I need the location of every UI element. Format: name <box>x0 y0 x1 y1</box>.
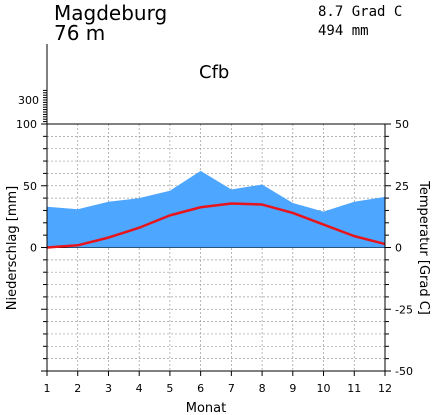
climate-class: Cfb <box>199 62 229 83</box>
x-tick-label: 1 <box>44 382 51 395</box>
right-tick-label: 50 <box>395 118 409 131</box>
left-axis-title: Niederschlag [mm] <box>5 186 20 311</box>
x-tick-label: 2 <box>74 382 81 395</box>
x-tick-label: 10 <box>317 382 331 395</box>
right-tick-label: 25 <box>395 180 409 193</box>
x-tick-label: 8 <box>259 382 266 395</box>
precipitation-area <box>47 170 385 248</box>
x-tick-label: 6 <box>197 382 204 395</box>
mean-temperature: 8.7 Grad C <box>318 4 402 20</box>
station-elevation: 76 m <box>54 21 105 45</box>
right-tick-label: -50 <box>395 365 413 378</box>
x-tick-label: 5 <box>166 382 173 395</box>
station-name: Magdeburg <box>54 1 167 25</box>
x-tick-label: 9 <box>289 382 296 395</box>
x-tick-label: 7 <box>228 382 235 395</box>
temperature-line <box>46 202 386 249</box>
x-tick-label: 4 <box>136 382 143 395</box>
left-tick-label: 0 <box>30 242 37 255</box>
right-axis-title: Temperatur [Grad C] <box>416 180 431 315</box>
right-tick-label: 0 <box>395 242 402 255</box>
upper-precip-axis: 300 <box>18 44 48 125</box>
x-axis: 1 2 3 4 5 6 7 8 9 10 11 12 <box>44 371 392 395</box>
x-tick-label: 3 <box>105 382 112 395</box>
left-tick-label: 100 <box>16 118 37 131</box>
x-tick-label: 11 <box>347 382 361 395</box>
right-tick-label: -25 <box>395 303 413 316</box>
left-tick-label: 50 <box>23 180 37 193</box>
x-axis-title: Monat <box>186 401 226 415</box>
right-axis: -50 -25 0 25 50 <box>385 118 413 378</box>
upper-tick-label: 300 <box>18 94 39 107</box>
x-tick-label: 12 <box>378 382 392 395</box>
left-axis: 0 50 100 <box>16 118 47 372</box>
grid-lines <box>47 124 385 371</box>
annual-precipitation: 494 mm <box>318 23 369 39</box>
